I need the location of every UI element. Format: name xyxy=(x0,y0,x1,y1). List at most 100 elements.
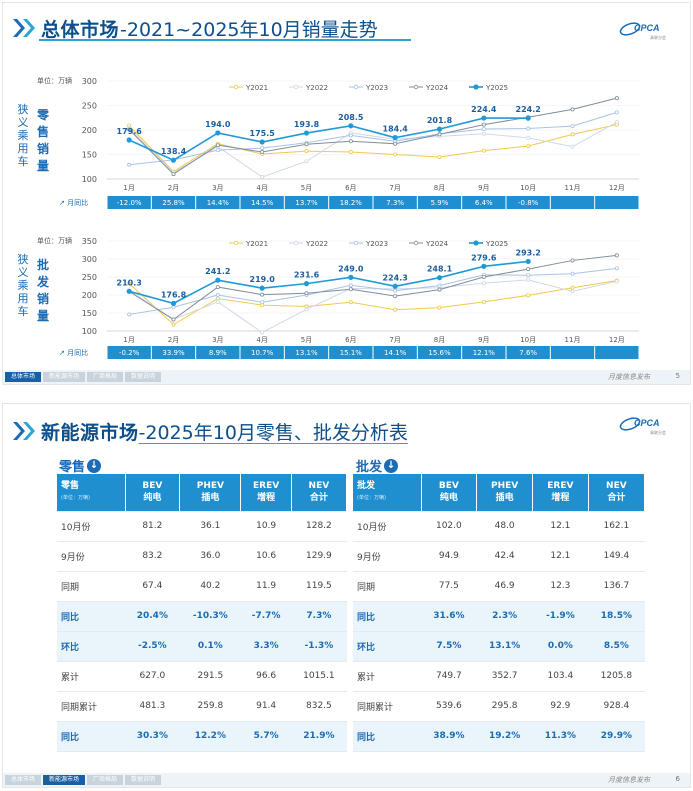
table-cell: 128.2 xyxy=(291,511,347,542)
footer-tabs: 总体市场 新能源市场 厂商格局 数据说明 xyxy=(5,775,162,785)
data-label: 210.3 xyxy=(117,278,142,287)
yoy-cell xyxy=(240,346,284,359)
yoy-cell xyxy=(284,196,329,209)
data-point xyxy=(481,281,486,286)
yoy-value: 7.6% xyxy=(519,349,537,357)
legend-label: Y2023 xyxy=(365,240,388,248)
legend-marker xyxy=(353,84,359,90)
table-cell: 18.5% xyxy=(588,601,645,632)
yoy-cell xyxy=(196,196,240,209)
slide-title: 总体市场 -2021~2025年10月销量走势 xyxy=(11,13,378,43)
side-title-char: 车 xyxy=(18,304,29,318)
row-label: 10月份 xyxy=(57,511,125,542)
table-cell: -2.5% xyxy=(125,631,180,662)
table-cell: 627.0 xyxy=(125,661,180,692)
table-row: 10月份 102.0 48.0 12.1 162.1 xyxy=(353,511,645,542)
data-label: 279.6 xyxy=(471,253,497,262)
yoy-value: 14.4% xyxy=(207,199,230,207)
legend-label: Y2025 xyxy=(485,84,508,92)
series-line-Y2021 xyxy=(128,124,617,173)
legend-label: Y2023 xyxy=(365,84,388,92)
row-label: 同期 xyxy=(57,571,125,602)
table-row: 同期 67.4 40.2 11.9 119.5 xyxy=(57,571,347,602)
table-cell: 20.4% xyxy=(125,601,180,632)
table-cell: 259.8 xyxy=(179,691,241,722)
side-title-char: 狭 xyxy=(18,253,29,266)
data-point xyxy=(304,149,309,154)
y-tick-label: 200 xyxy=(82,126,97,135)
yoy-row-label: ↗ 月同比 xyxy=(59,198,88,207)
data-point xyxy=(437,287,442,292)
legend-marker xyxy=(413,240,419,246)
page-number: 6 xyxy=(675,775,680,783)
table-cell: 0.0% xyxy=(532,631,589,662)
x-tick-label: 6月 xyxy=(345,336,356,344)
row-label: 同比 xyxy=(57,601,125,632)
data-point xyxy=(392,135,398,141)
footer-tab[interactable]: 新能源市场 xyxy=(43,372,86,382)
data-point xyxy=(393,152,398,157)
table-cell: 1205.8 xyxy=(588,661,645,692)
table-cell: 102.0 xyxy=(421,511,477,542)
footer-tab[interactable]: 总体市场 xyxy=(5,775,42,785)
table-cell: 29.9% xyxy=(588,721,645,752)
yoy-value: 15.6% xyxy=(428,349,451,357)
table-cell: 13.1% xyxy=(476,631,533,662)
x-tick-label: 1月 xyxy=(123,336,134,344)
y-tick-label: 250 xyxy=(82,102,97,111)
data-point xyxy=(304,159,309,164)
table-row: 环比 -2.5% 0.1% 3.3% -1.3% xyxy=(57,631,347,662)
footer-tab[interactable]: 厂商格局 xyxy=(87,372,124,382)
data-label: 175.5 xyxy=(250,129,276,138)
footer-tab[interactable]: 数据说明 xyxy=(125,775,162,785)
yoy-cell xyxy=(151,196,196,209)
yoy-value: 18.2% xyxy=(340,199,363,207)
data-point xyxy=(304,291,309,296)
table-row: 累计 627.0 291.5 96.6 1015.1 xyxy=(57,661,347,692)
table-row: 同比 20.4% -10.3% -7.7% 7.3% xyxy=(57,601,347,632)
data-label: 224.2 xyxy=(516,105,541,114)
table-cell: -10.3% xyxy=(179,601,241,632)
data-point xyxy=(127,162,132,167)
table-cell: 1015.1 xyxy=(291,661,347,692)
table-column-header: EREV 增程 xyxy=(532,474,589,512)
yoy-value: 33.9% xyxy=(162,349,185,357)
data-point xyxy=(171,317,176,322)
table-cell: 77.5 xyxy=(421,571,477,602)
y-tick-label: 100 xyxy=(82,327,97,336)
x-tick-label: 5月 xyxy=(301,336,312,344)
yoy-cell xyxy=(151,346,196,359)
data-point xyxy=(215,293,220,298)
title-sub: -2025年10月零售、批发分析表 xyxy=(138,421,408,444)
data-point xyxy=(348,133,353,138)
data-point xyxy=(127,312,132,317)
side-title-char: 批 xyxy=(37,257,49,272)
table-cell: 19.2% xyxy=(476,721,533,752)
yoy-value: 8.9% xyxy=(209,349,227,357)
data-point xyxy=(437,154,442,159)
side-title-char: 狭 xyxy=(18,103,29,116)
y-tick-label: 100 xyxy=(82,175,97,184)
row-label: 同期累计 xyxy=(353,691,421,722)
series-line-Y2025 xyxy=(128,117,529,162)
footer-tab[interactable]: 新能源市场 xyxy=(43,775,86,785)
table-cell: 42.4 xyxy=(476,541,533,572)
side-title-char: 用 xyxy=(18,292,29,305)
data-point xyxy=(570,271,575,276)
footer-tab[interactable]: 厂商格局 xyxy=(87,775,124,785)
row-label: 同期累计 xyxy=(57,691,125,722)
footer-tab[interactable]: 数据说明 xyxy=(125,372,162,382)
data-point xyxy=(570,285,575,290)
table-cell: 7.3% xyxy=(291,601,347,632)
table-row: 同期累计 481.3 259.8 91.4 832.5 xyxy=(57,691,347,722)
x-tick-label: 8月 xyxy=(434,336,445,344)
table-cell: 119.5 xyxy=(291,571,347,602)
data-point xyxy=(525,258,531,265)
data-point xyxy=(259,285,265,291)
table-cell: 749.7 xyxy=(421,661,477,692)
table-cell: 0.1% xyxy=(179,631,241,662)
table-cell: 162.1 xyxy=(588,511,645,542)
footer-tab[interactable]: 总体市场 xyxy=(5,372,42,382)
series-line-Y2025 xyxy=(128,260,529,305)
data-point xyxy=(304,142,309,147)
